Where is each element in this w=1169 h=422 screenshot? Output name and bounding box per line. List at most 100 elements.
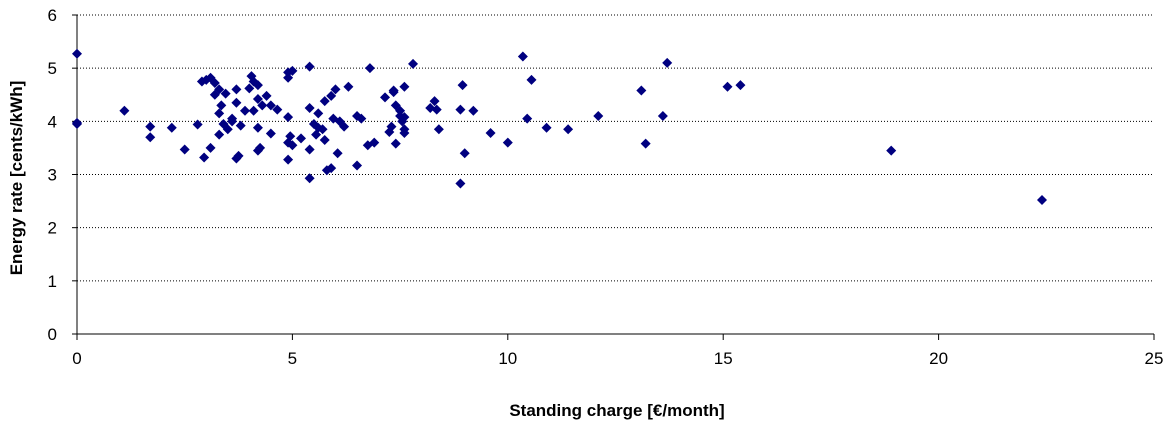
- data-point: [285, 131, 296, 142]
- y-tick-label: 5: [48, 59, 57, 78]
- data-point: [231, 84, 242, 95]
- data-point: [179, 144, 190, 155]
- data-point: [326, 90, 337, 101]
- data-point: [72, 48, 82, 59]
- data-point: [431, 104, 442, 115]
- data-point: [205, 142, 216, 153]
- data-point: [199, 152, 210, 163]
- data-point: [209, 78, 220, 89]
- data-point: [332, 148, 343, 159]
- x-tick-label: 15: [714, 349, 733, 368]
- data-point: [640, 138, 651, 149]
- x-tick-label: 0: [72, 349, 81, 368]
- data-point: [72, 118, 82, 129]
- data-point: [468, 105, 479, 116]
- data-point: [287, 140, 298, 151]
- data-point: [265, 100, 276, 111]
- data-point: [296, 133, 307, 144]
- y-tick-label: 4: [48, 112, 57, 131]
- data-point: [386, 121, 397, 132]
- data-point: [662, 57, 673, 68]
- data-point: [252, 94, 263, 105]
- x-tick-label: 10: [498, 349, 517, 368]
- data-point: [457, 80, 468, 91]
- x-axis-title: Standing charge [€/month]: [509, 401, 724, 420]
- data-point: [330, 84, 341, 95]
- data-point: [395, 105, 406, 116]
- data-point: [145, 121, 156, 132]
- data-point: [248, 105, 259, 116]
- data-point: [192, 119, 203, 130]
- data-point: [313, 108, 324, 119]
- data-point: [214, 129, 225, 140]
- data-point: [399, 81, 410, 92]
- gridlines: [77, 14, 1154, 282]
- data-point: [502, 137, 513, 148]
- data-point: [235, 120, 246, 131]
- y-tick-labels: 0 1 2 3 4 5 6: [48, 6, 57, 344]
- data-point: [408, 58, 419, 69]
- data-point: [283, 154, 294, 165]
- y-tick-label: 2: [48, 219, 57, 238]
- data-point: [485, 128, 496, 139]
- x-tick-label: 20: [929, 349, 948, 368]
- data-point: [388, 87, 399, 98]
- data-point: [886, 145, 897, 156]
- data-point: [233, 150, 244, 161]
- data-point: [1036, 195, 1047, 206]
- data-point: [356, 113, 367, 124]
- data-point: [735, 80, 746, 91]
- data-point: [214, 84, 225, 95]
- data-point: [459, 148, 470, 159]
- data-point: [261, 90, 272, 101]
- data-point: [287, 65, 298, 76]
- data-point: [522, 113, 533, 124]
- data-point: [319, 134, 330, 145]
- axes: [72, 14, 1155, 340]
- data-point: [384, 126, 395, 137]
- data-point: [429, 96, 440, 107]
- y-axis-title: Energy rate [cents/kWh]: [7, 81, 26, 276]
- data-point: [593, 111, 604, 122]
- data-point: [145, 132, 156, 143]
- data-point: [222, 124, 233, 135]
- data-point: [304, 144, 315, 155]
- data-point: [722, 81, 733, 92]
- data-point: [433, 124, 444, 135]
- data-point: [390, 138, 401, 149]
- data-point: [339, 121, 350, 132]
- data-point: [255, 142, 266, 153]
- data-point: [216, 100, 227, 111]
- data-point: [317, 124, 328, 135]
- data-point: [283, 112, 294, 123]
- data-point: [257, 100, 268, 111]
- data-point: [119, 105, 130, 116]
- data-point: [563, 124, 574, 135]
- data-point: [252, 122, 263, 133]
- x-tick-labels: 0 5 10 15 20 25: [72, 349, 1163, 368]
- data-point: [657, 111, 668, 122]
- data-point: [244, 83, 255, 94]
- data-point: [220, 88, 231, 99]
- data-point: [364, 63, 375, 74]
- x-tick-label: 5: [288, 349, 297, 368]
- data-point: [399, 112, 410, 123]
- data-point: [304, 173, 315, 184]
- data-point: [380, 92, 391, 103]
- data-point: [283, 72, 294, 83]
- y-tick-label: 6: [48, 6, 57, 25]
- data-point: [319, 96, 330, 107]
- data-point: [272, 104, 283, 115]
- data-point: [304, 103, 315, 114]
- y-tick-label: 0: [48, 325, 57, 344]
- data-point: [455, 178, 466, 189]
- data-point: [343, 81, 354, 92]
- x-tick-label: 25: [1145, 349, 1164, 368]
- data-point: [352, 160, 363, 171]
- y-tick-label: 1: [48, 272, 57, 291]
- data-point: [227, 113, 238, 124]
- data-point: [166, 122, 177, 133]
- data-point: [231, 97, 242, 108]
- data-point: [526, 74, 537, 85]
